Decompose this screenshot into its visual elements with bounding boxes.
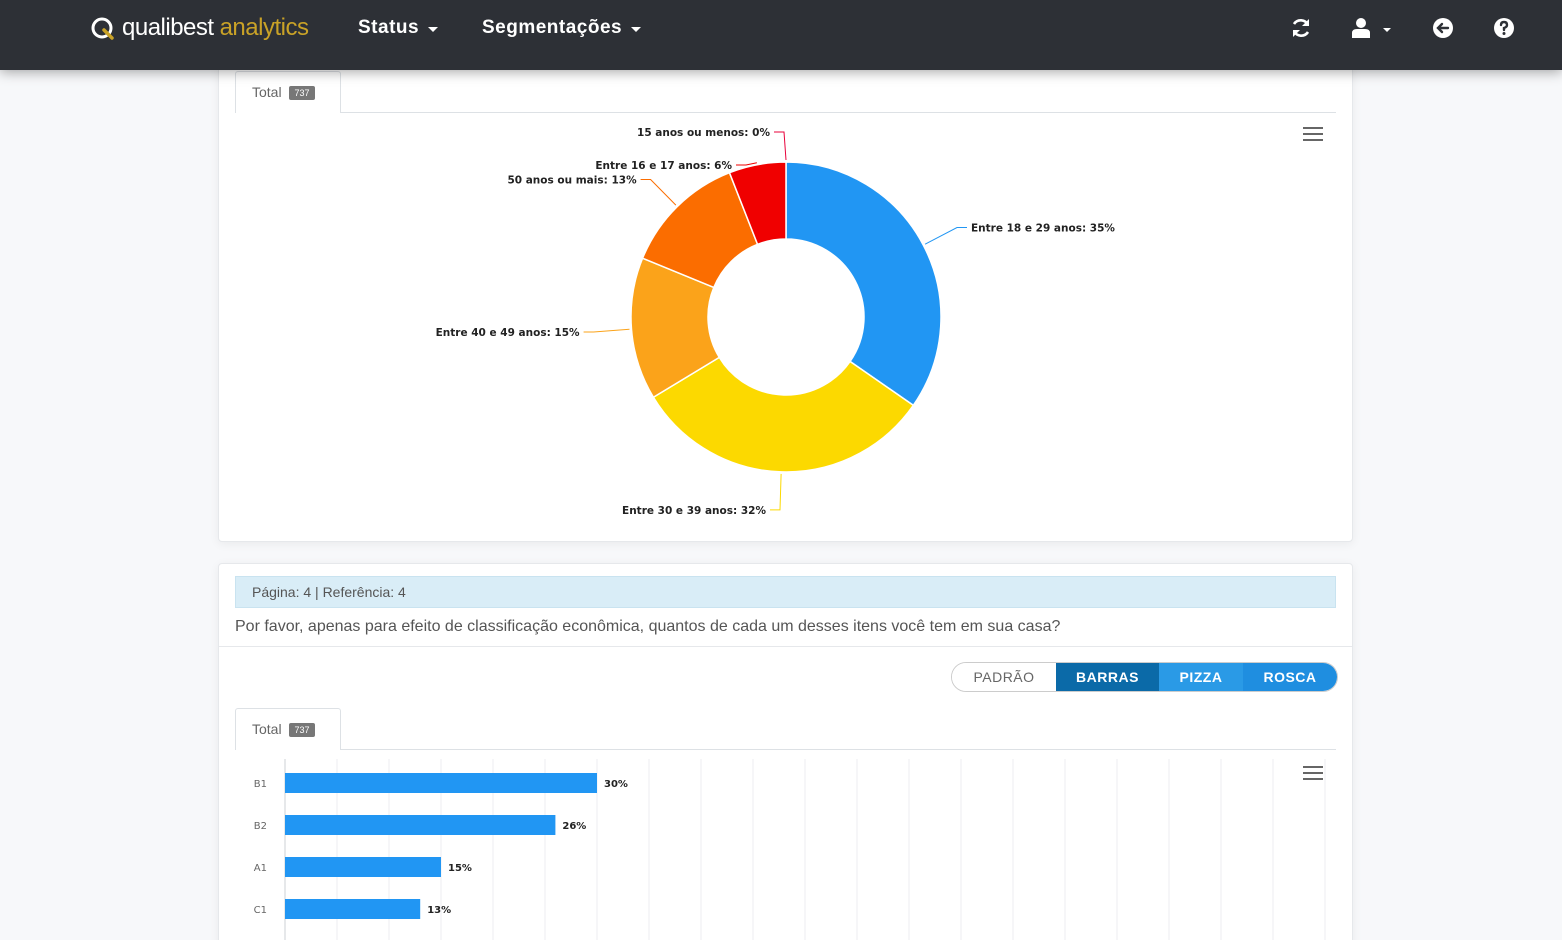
bar-data-label: 30% bbox=[604, 779, 628, 790]
bar-data-label: 15% bbox=[448, 863, 472, 874]
chart-menu-icon[interactable] bbox=[1303, 127, 1323, 143]
donut-connector bbox=[583, 328, 630, 333]
tab-total-label: Total bbox=[252, 721, 282, 737]
logo[interactable]: qualibest analytics bbox=[90, 14, 309, 42]
logo-text-main: qualibest bbox=[122, 14, 214, 41]
divider bbox=[219, 646, 1352, 647]
top-navbar: qualibest analytics Status Segmentações bbox=[0, 0, 1562, 70]
rosca-button[interactable]: ROSCA bbox=[1243, 663, 1337, 691]
page-reference-text: Página: 4 | Referência: 4 bbox=[252, 584, 406, 600]
chart-menu-icon[interactable] bbox=[1303, 766, 1323, 782]
question-text: Por favor, apenas para efeito de classif… bbox=[235, 618, 1061, 635]
donut-chart: Entre 18 e 29 anos: 35% Entre 30 e 39 ano… bbox=[436, 127, 1116, 517]
tab-total[interactable]: Total 737 bbox=[235, 708, 341, 750]
donut-label: Entre 40 e 49 anos: 15% bbox=[436, 327, 580, 339]
donut-label: Entre 30 e 39 anos: 32% bbox=[622, 505, 766, 517]
chart-type-toggle: PADRÃO BARRAS PIZZA ROSCA bbox=[951, 662, 1338, 692]
count-badge: 737 bbox=[289, 86, 315, 100]
chevron-down-icon bbox=[631, 27, 642, 32]
bar[interactable] bbox=[285, 815, 556, 835]
refresh-icon[interactable] bbox=[1289, 16, 1313, 40]
question-card-age: Total 737 Entre 18 e 29 anos: 35% Entre 3… bbox=[218, 60, 1353, 542]
donut-label: Entre 18 e 29 anos: 35% bbox=[971, 223, 1115, 235]
donut-connector bbox=[736, 162, 757, 166]
donut-slice[interactable] bbox=[652, 356, 915, 473]
tab-total[interactable]: Total 737 bbox=[235, 71, 341, 113]
help-icon[interactable] bbox=[1492, 16, 1516, 40]
nav-segmentacoes-dropdown[interactable]: Segmentações bbox=[482, 17, 642, 39]
donut-label: 15 anos ou menos: 0% bbox=[637, 127, 770, 139]
bar-data-label: 26% bbox=[562, 821, 586, 832]
nav-segmentacoes-label: Segmentações bbox=[482, 17, 623, 38]
nav-status-label: Status bbox=[358, 17, 420, 38]
user-dropdown-icon[interactable] bbox=[1350, 16, 1394, 40]
donut-connector bbox=[640, 178, 677, 206]
bar-data-label: 13% bbox=[427, 905, 451, 916]
tab-divider bbox=[235, 112, 1336, 113]
category-label: C1 bbox=[254, 905, 267, 916]
donut-slice[interactable] bbox=[728, 161, 787, 246]
bar-chart: B1 30% B2 26% A1 15% C1 13% bbox=[254, 759, 1326, 940]
donut-label: Entre 16 e 17 anos: 6% bbox=[595, 160, 732, 172]
bar[interactable] bbox=[285, 899, 421, 919]
padrao-button[interactable]: PADRÃO bbox=[952, 663, 1056, 691]
logo-icon bbox=[91, 17, 114, 40]
logo-text-accent: analytics bbox=[219, 14, 309, 41]
chevron-down-icon bbox=[428, 27, 439, 32]
page-reference-bar: Página: 4 | Referência: 4 bbox=[235, 576, 1336, 608]
category-label: A1 bbox=[254, 863, 267, 874]
donut-connector bbox=[924, 227, 967, 245]
barras-button[interactable]: BARRAS bbox=[1056, 663, 1159, 691]
nav-status-dropdown[interactable]: Status bbox=[358, 17, 439, 39]
count-badge: 737 bbox=[289, 723, 315, 737]
logout-icon[interactable] bbox=[1431, 16, 1455, 40]
donut-slice[interactable] bbox=[785, 161, 942, 407]
bar[interactable] bbox=[285, 857, 441, 877]
category-label: B2 bbox=[254, 821, 267, 832]
question-card-economic-class: Página: 4 | Referência: 4 Por favor, ape… bbox=[218, 563, 1353, 940]
tab-divider bbox=[235, 749, 1336, 750]
donut-connector bbox=[774, 131, 787, 161]
donut-label: 50 anos ou mais: 13% bbox=[507, 174, 637, 186]
donut-connector bbox=[769, 473, 782, 511]
pizza-button[interactable]: PIZZA bbox=[1159, 663, 1243, 691]
bar[interactable] bbox=[285, 773, 597, 793]
tab-total-label: Total bbox=[252, 84, 282, 100]
category-label: B1 bbox=[254, 779, 267, 790]
